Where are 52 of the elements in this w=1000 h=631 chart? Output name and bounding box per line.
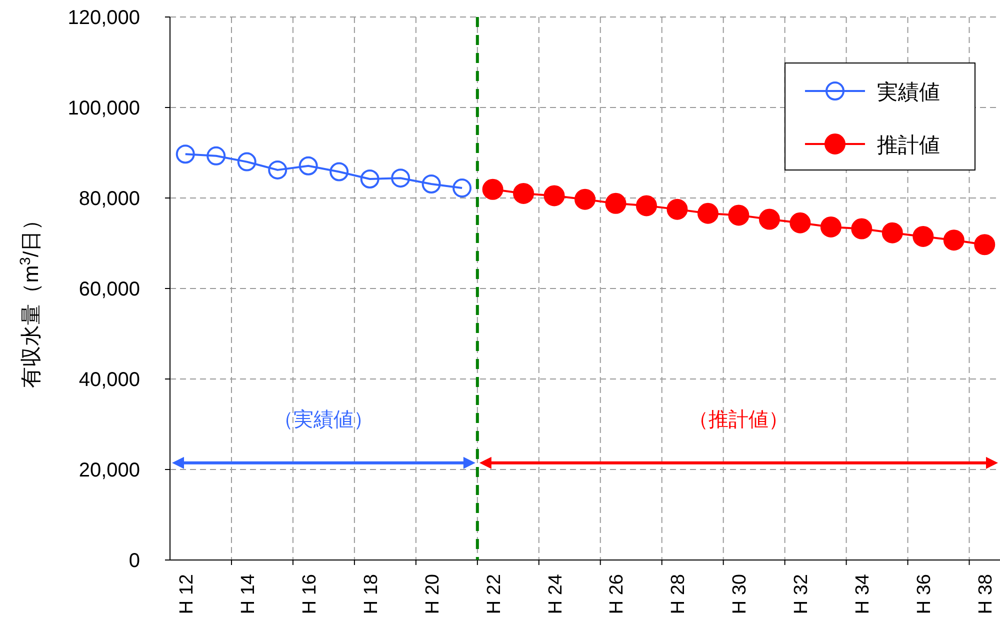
point: [790, 212, 811, 234]
point: [636, 195, 657, 216]
x-tick-label: H 20: [422, 574, 444, 614]
point: [882, 222, 903, 244]
x-tick-label: H 22: [484, 574, 505, 614]
point: [391, 168, 410, 188]
x-tick-label: H 36: [914, 574, 936, 614]
x-tick-label: H 30: [730, 574, 751, 614]
y-tick-label: 80,000: [78, 188, 140, 210]
x-tick-label: H 14: [238, 574, 259, 614]
point: [728, 204, 750, 226]
annotation: （実績値）: [274, 408, 374, 431]
x-tick-label: H 18: [360, 574, 382, 614]
point: [237, 152, 256, 172]
x-tick-label: H 34: [852, 574, 874, 614]
point: [974, 234, 996, 256]
point: [298, 156, 318, 176]
y-tick-label: 0: [128, 550, 140, 572]
point: [697, 202, 718, 224]
point: [360, 169, 380, 188]
point: [605, 192, 626, 214]
point: [452, 178, 472, 198]
legend-label: 実績値: [877, 81, 940, 104]
point: [482, 178, 504, 200]
y-tick-label: 40,000: [78, 369, 140, 391]
x-tick-label: H 12: [176, 574, 198, 614]
point: [268, 160, 288, 180]
point: [206, 146, 226, 166]
y-tick-label: 120,000: [68, 7, 140, 29]
point: [513, 182, 534, 204]
point: [820, 216, 842, 238]
x-tick-label: H 26: [606, 574, 628, 614]
x-tick-label: H 28: [668, 574, 690, 614]
point: [851, 218, 872, 240]
point: [912, 226, 934, 247]
y-tick-label: 60,000: [78, 278, 140, 300]
legend-label: 推計値: [877, 134, 940, 157]
point: [943, 230, 964, 251]
y-tick-label: 100,000: [68, 98, 140, 120]
point: [666, 198, 688, 220]
x-tick-label: H 16: [299, 574, 320, 614]
x-tick-label: H 38: [976, 574, 997, 614]
point: [422, 174, 441, 194]
point: [544, 185, 565, 206]
x-tick-label: H 32: [791, 574, 812, 614]
point: [758, 208, 780, 230]
point: [176, 144, 195, 164]
annotation: （推計値）: [688, 408, 789, 431]
y-tick-label: 20,000: [78, 460, 140, 482]
x-tick-label: H 24: [545, 574, 566, 614]
point: [330, 162, 349, 182]
point: [574, 188, 596, 210]
